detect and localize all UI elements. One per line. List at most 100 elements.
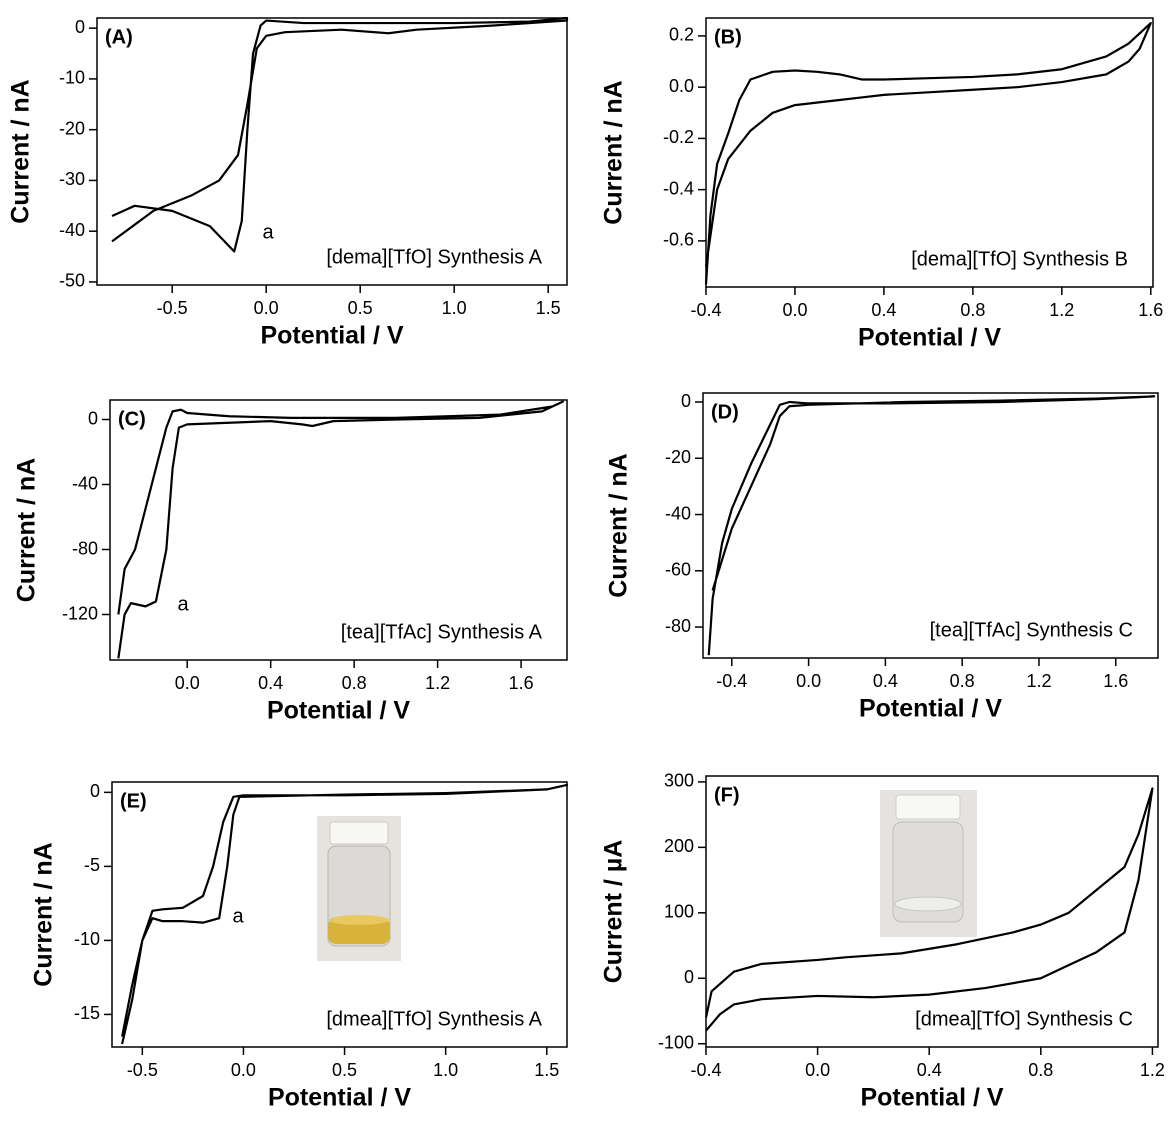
x-tick-label: 0.8 bbox=[1028, 1060, 1053, 1080]
sample-label: [tea][TfAc] Synthesis A bbox=[341, 621, 543, 643]
x-tick-label: 1.2 bbox=[1049, 300, 1074, 320]
y-tick-label: -10 bbox=[74, 929, 100, 949]
cv-curve bbox=[704, 787, 1154, 1032]
x-tick-label: 0.4 bbox=[873, 671, 898, 691]
y-tick-label: 200 bbox=[664, 836, 694, 856]
y-tick-label: -15 bbox=[74, 1003, 100, 1023]
x-tick-label: 0.4 bbox=[871, 300, 896, 320]
y-tick-label: -50 bbox=[59, 271, 85, 291]
panel-label: (C) bbox=[118, 408, 146, 430]
x-tick-label: 1.6 bbox=[1138, 300, 1163, 320]
x-tick-label: 0.4 bbox=[917, 1060, 942, 1080]
y-tick-label: -0.6 bbox=[663, 230, 694, 250]
x-tick-label: 1.2 bbox=[425, 673, 450, 693]
y-tick-label: 0.2 bbox=[669, 25, 694, 45]
panel-label: (F) bbox=[714, 784, 740, 806]
y-tick-label: -0.2 bbox=[663, 127, 694, 147]
y-axis-label: Current / nA bbox=[30, 842, 58, 986]
y-axis-label: Current / nA bbox=[605, 453, 633, 597]
x-tick-label: -0.4 bbox=[716, 671, 747, 691]
plot-frame bbox=[96, 17, 568, 286]
y-axis-label: Current / nA bbox=[13, 458, 41, 602]
x-tick-label: 0.0 bbox=[782, 300, 807, 320]
x-tick-label: 0.0 bbox=[805, 1060, 830, 1080]
x-tick-label: -0.4 bbox=[690, 300, 721, 320]
x-tick-label: 1.0 bbox=[433, 1060, 458, 1080]
y-tick-label: 0 bbox=[75, 17, 85, 37]
cv-curve bbox=[121, 783, 569, 1045]
cv-curve bbox=[707, 395, 1156, 656]
y-axis-label: Current / nA bbox=[600, 80, 628, 224]
x-tick-label: 0.5 bbox=[332, 1060, 357, 1080]
x-axis-label: Potential / V bbox=[260, 322, 403, 350]
panel-label: (E) bbox=[120, 790, 147, 812]
plot-frame bbox=[705, 17, 1154, 288]
y-tick-label: 100 bbox=[664, 902, 694, 922]
x-tick-label: 0.0 bbox=[254, 298, 279, 318]
plot-frame bbox=[109, 399, 568, 661]
x-tick-label: 0.8 bbox=[960, 300, 985, 320]
y-tick-label: 300 bbox=[664, 771, 694, 791]
x-tick-label: 0.8 bbox=[342, 673, 367, 693]
sample-label: [dema][TfO] Synthesis B bbox=[911, 248, 1128, 270]
y-tick-label: 0 bbox=[88, 408, 98, 428]
plot-frame bbox=[705, 775, 1159, 1048]
sample-label: [tea][TfAc] Synthesis C bbox=[930, 619, 1133, 641]
y-tick-label: -5 bbox=[84, 855, 100, 875]
x-tick-label: 1.5 bbox=[536, 298, 561, 318]
x-tick-label: 0.0 bbox=[175, 673, 200, 693]
y-tick-label: -80 bbox=[72, 538, 98, 558]
panel-label: (A) bbox=[105, 26, 133, 48]
y-tick-label: -30 bbox=[59, 169, 85, 189]
x-tick-label: 1.5 bbox=[534, 1060, 559, 1080]
x-axis-label: Potential / V bbox=[859, 695, 1002, 723]
peak-note: a bbox=[232, 905, 244, 927]
x-tick-label: 0.8 bbox=[950, 671, 975, 691]
peak-note: a bbox=[177, 593, 189, 615]
x-tick-label: 1.0 bbox=[442, 298, 467, 318]
y-tick-label: -120 bbox=[62, 603, 98, 623]
y-tick-label: 0 bbox=[681, 391, 691, 411]
sample-label: [dmea][TfO] Synthesis A bbox=[326, 1008, 542, 1030]
y-tick-label: -60 bbox=[665, 560, 691, 580]
x-tick-label: 0.4 bbox=[258, 673, 283, 693]
x-tick-label: 0.5 bbox=[348, 298, 373, 318]
cv-curve bbox=[117, 400, 564, 659]
x-tick-label: 1.6 bbox=[509, 673, 534, 693]
x-tick-label: 0.0 bbox=[231, 1060, 256, 1080]
x-tick-label: -0.5 bbox=[127, 1060, 158, 1080]
y-tick-label: -40 bbox=[72, 473, 98, 493]
plot-frame bbox=[702, 392, 1159, 659]
x-tick-label: 1.2 bbox=[1140, 1060, 1165, 1080]
sample-label: [dmea][TfO] Synthesis C bbox=[915, 1008, 1133, 1030]
x-tick-label: -0.5 bbox=[157, 298, 188, 318]
x-axis-label: Potential / V bbox=[267, 697, 410, 725]
x-axis-label: Potential / V bbox=[860, 1084, 1003, 1112]
y-tick-label: -20 bbox=[665, 447, 691, 467]
cv-curve bbox=[111, 16, 569, 253]
y-tick-label: 0.0 bbox=[669, 76, 694, 96]
x-tick-label: 1.2 bbox=[1026, 671, 1051, 691]
vial-photo bbox=[880, 790, 977, 937]
y-axis-label: Current / nA bbox=[7, 79, 35, 223]
y-tick-label: -100 bbox=[658, 1032, 694, 1052]
x-tick-label: -0.4 bbox=[690, 1060, 721, 1080]
y-tick-label: 0 bbox=[90, 781, 100, 801]
cv-curve bbox=[704, 22, 1152, 285]
y-tick-label: -0.4 bbox=[663, 178, 694, 198]
peak-note: a bbox=[262, 221, 274, 243]
sample-label: [dema][TfO] Synthesis A bbox=[326, 246, 542, 268]
vial-photo bbox=[317, 816, 401, 961]
x-tick-label: 1.6 bbox=[1103, 671, 1128, 691]
y-axis-label: Current / µA bbox=[600, 840, 628, 984]
x-axis-label: Potential / V bbox=[858, 324, 1001, 352]
y-tick-label: -80 bbox=[665, 616, 691, 636]
panel-label: (D) bbox=[711, 401, 739, 423]
plot-frame bbox=[111, 781, 568, 1048]
y-tick-label: -40 bbox=[665, 503, 691, 523]
panel-label: (B) bbox=[714, 26, 742, 48]
y-tick-label: -10 bbox=[59, 68, 85, 88]
y-tick-label: -20 bbox=[59, 118, 85, 138]
